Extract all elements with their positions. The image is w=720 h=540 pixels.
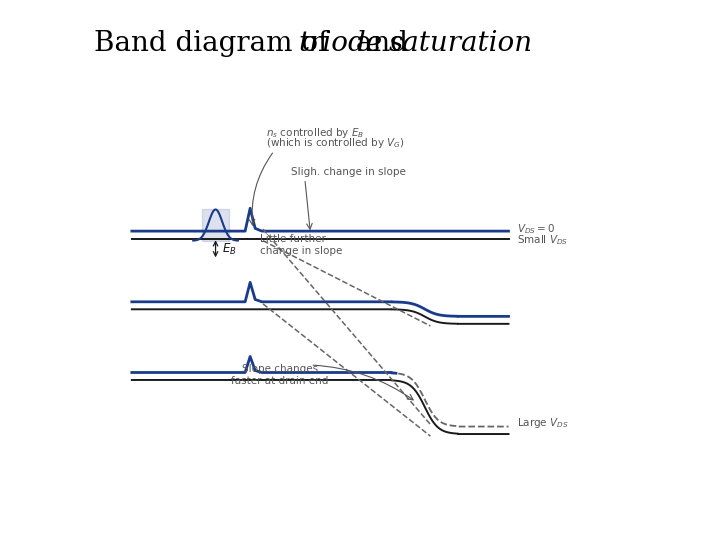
Text: Little further
change in slope: Little further change in slope	[260, 234, 343, 256]
Text: Band diagram of: Band diagram of	[94, 30, 337, 57]
Text: triode: triode	[299, 30, 383, 57]
Text: $V_{DS} = 0$: $V_{DS} = 0$	[517, 222, 555, 236]
Text: Small $V_{DS}$: Small $V_{DS}$	[517, 233, 568, 247]
Text: saturation: saturation	[389, 30, 533, 57]
Text: Large $V_{DS}$: Large $V_{DS}$	[517, 416, 569, 430]
Text: $E_B$: $E_B$	[222, 241, 237, 256]
Text: Sligh. change in slope: Sligh. change in slope	[291, 167, 406, 177]
Text: $n_s$ controlled by $E_B$: $n_s$ controlled by $E_B$	[266, 126, 364, 140]
Text: (which is controlled by $V_G$): (which is controlled by $V_G$)	[266, 136, 405, 150]
Text: and: and	[347, 30, 417, 57]
Text: Slope changes
faster at drain end: Slope changes faster at drain end	[231, 364, 328, 386]
